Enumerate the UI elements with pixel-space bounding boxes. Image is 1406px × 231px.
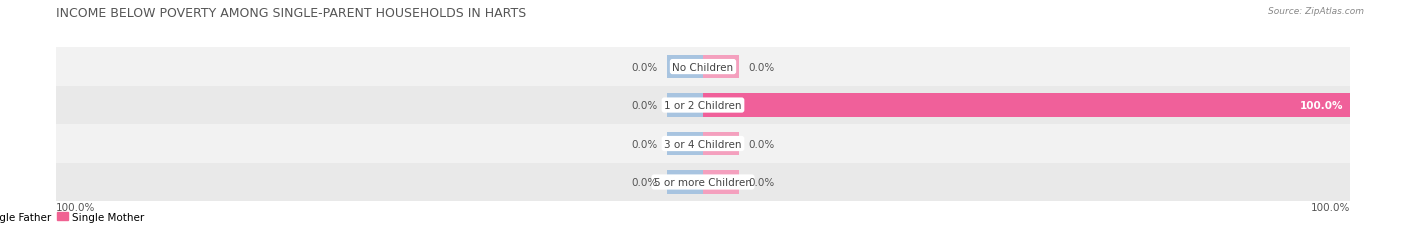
Bar: [668, 94, 703, 117]
Text: 0.0%: 0.0%: [631, 62, 658, 72]
Text: No Children: No Children: [672, 62, 734, 72]
Text: 0.0%: 0.0%: [631, 139, 658, 149]
Bar: [668, 170, 703, 194]
Text: 0.0%: 0.0%: [748, 62, 775, 72]
Text: 0.0%: 0.0%: [631, 177, 658, 187]
Text: 100.0%: 100.0%: [56, 202, 96, 212]
Bar: [668, 132, 703, 156]
Bar: [56, 48, 1350, 86]
Text: 0.0%: 0.0%: [631, 101, 658, 111]
Text: 5 or more Children: 5 or more Children: [654, 177, 752, 187]
Bar: [703, 55, 738, 79]
Bar: [703, 170, 738, 194]
Text: 100.0%: 100.0%: [1299, 101, 1343, 111]
Bar: [56, 163, 1350, 201]
Bar: [56, 86, 1350, 125]
Bar: [703, 94, 1350, 117]
Legend: Single Father, Single Mother: Single Father, Single Mother: [0, 212, 145, 222]
Text: 3 or 4 Children: 3 or 4 Children: [664, 139, 742, 149]
Text: INCOME BELOW POVERTY AMONG SINGLE-PARENT HOUSEHOLDS IN HARTS: INCOME BELOW POVERTY AMONG SINGLE-PARENT…: [56, 7, 526, 20]
Text: 0.0%: 0.0%: [748, 139, 775, 149]
Text: 100.0%: 100.0%: [1310, 202, 1350, 212]
Bar: [668, 55, 703, 79]
Text: 0.0%: 0.0%: [748, 177, 775, 187]
Text: 1 or 2 Children: 1 or 2 Children: [664, 101, 742, 111]
Bar: [56, 125, 1350, 163]
Bar: [703, 132, 738, 156]
Text: Source: ZipAtlas.com: Source: ZipAtlas.com: [1268, 7, 1364, 16]
